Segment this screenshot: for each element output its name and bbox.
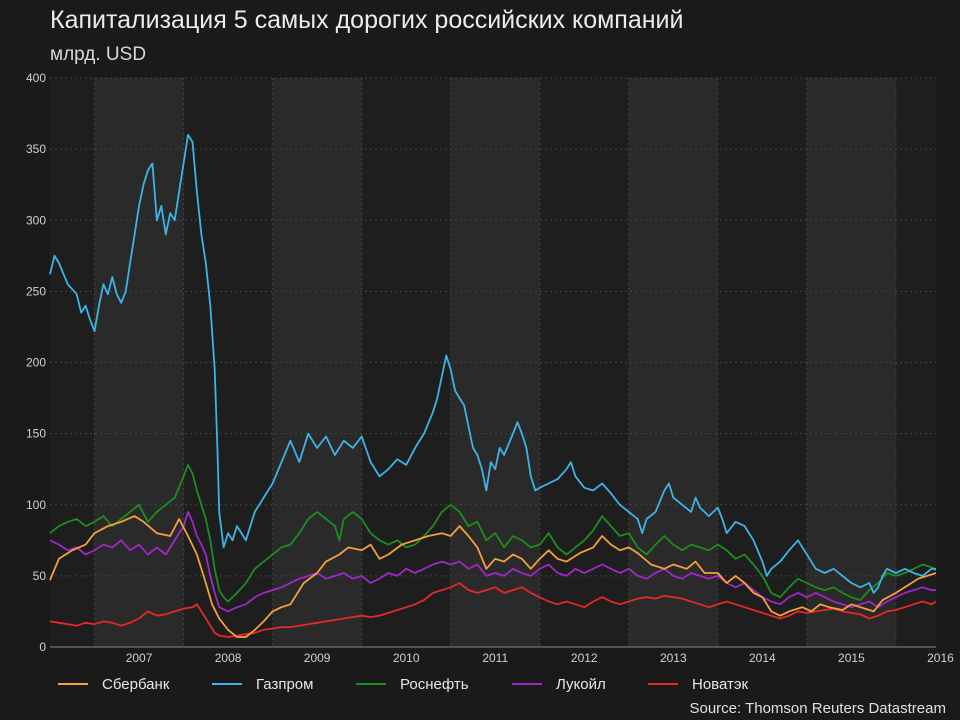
- legend-item-sberbank: Сбербанк: [58, 676, 169, 693]
- series-line-4: [49, 582, 937, 638]
- legend-label: Газпром: [256, 676, 314, 693]
- x-tick-label: 2011: [482, 651, 508, 665]
- y-tick-label: 300: [26, 213, 46, 227]
- legend-label: Новатэк: [692, 676, 749, 693]
- legend-item-rosneft: Роснефть: [356, 676, 469, 693]
- legend-item-gazprom: Газпром: [212, 676, 313, 693]
- series-line-2: [49, 464, 937, 603]
- series-line-0: [49, 515, 937, 638]
- x-tick-label: 2015: [838, 651, 865, 665]
- legend-label: Роснефть: [400, 676, 469, 693]
- chart-subtitle: млрд. USD: [50, 44, 147, 65]
- y-tick-label: 350: [26, 142, 46, 156]
- series-lines: [49, 134, 937, 638]
- x-tick-label: 2009: [304, 651, 331, 665]
- chart-title: Капитализация 5 самых дорогих российских…: [50, 6, 684, 34]
- y-tick-label: 400: [26, 71, 46, 85]
- legend-label: Сбербанк: [102, 676, 170, 693]
- legend-label: Лукойл: [556, 676, 606, 693]
- year-band: [628, 78, 718, 647]
- series-line-3: [49, 511, 936, 613]
- legend-swatch: [648, 683, 678, 686]
- legend-swatch: [356, 683, 386, 686]
- x-tick-label: 2016: [927, 651, 954, 665]
- y-tick-label: 150: [26, 427, 46, 441]
- x-tick-label: 2008: [215, 651, 242, 665]
- source-note: Source: Thomson Reuters Datastream: [689, 700, 946, 717]
- year-band: [94, 78, 184, 647]
- x-tick-label: 2014: [749, 651, 776, 665]
- gridlines: [50, 77, 936, 648]
- x-axis-ticks: 2007 2008 2009 2010 2011 2012 2013 2014 2015 2016: [126, 651, 954, 665]
- legend-swatch: [58, 683, 88, 686]
- x-tick-label: 2013: [660, 651, 687, 665]
- x-tick-label: 2007: [126, 651, 153, 665]
- legend-swatch: [512, 683, 542, 686]
- legend-item-lukoil: Лукойл: [512, 676, 606, 693]
- series-line-1: [49, 134, 936, 594]
- y-axis-ticks: 0 50 100 150 200 250 300 350 400: [26, 71, 46, 654]
- y-tick-label: 200: [26, 356, 46, 370]
- y-tick-label: 50: [33, 569, 47, 583]
- y-tick-label: 250: [26, 284, 46, 298]
- x-tick-label: 2012: [571, 651, 598, 665]
- x-tick-label: 2010: [393, 651, 420, 665]
- legend-item-novatek: Новатэк: [648, 676, 748, 693]
- y-tick-label: 100: [26, 498, 46, 512]
- y-tick-label: 0: [39, 640, 46, 654]
- legend-swatch: [212, 683, 242, 686]
